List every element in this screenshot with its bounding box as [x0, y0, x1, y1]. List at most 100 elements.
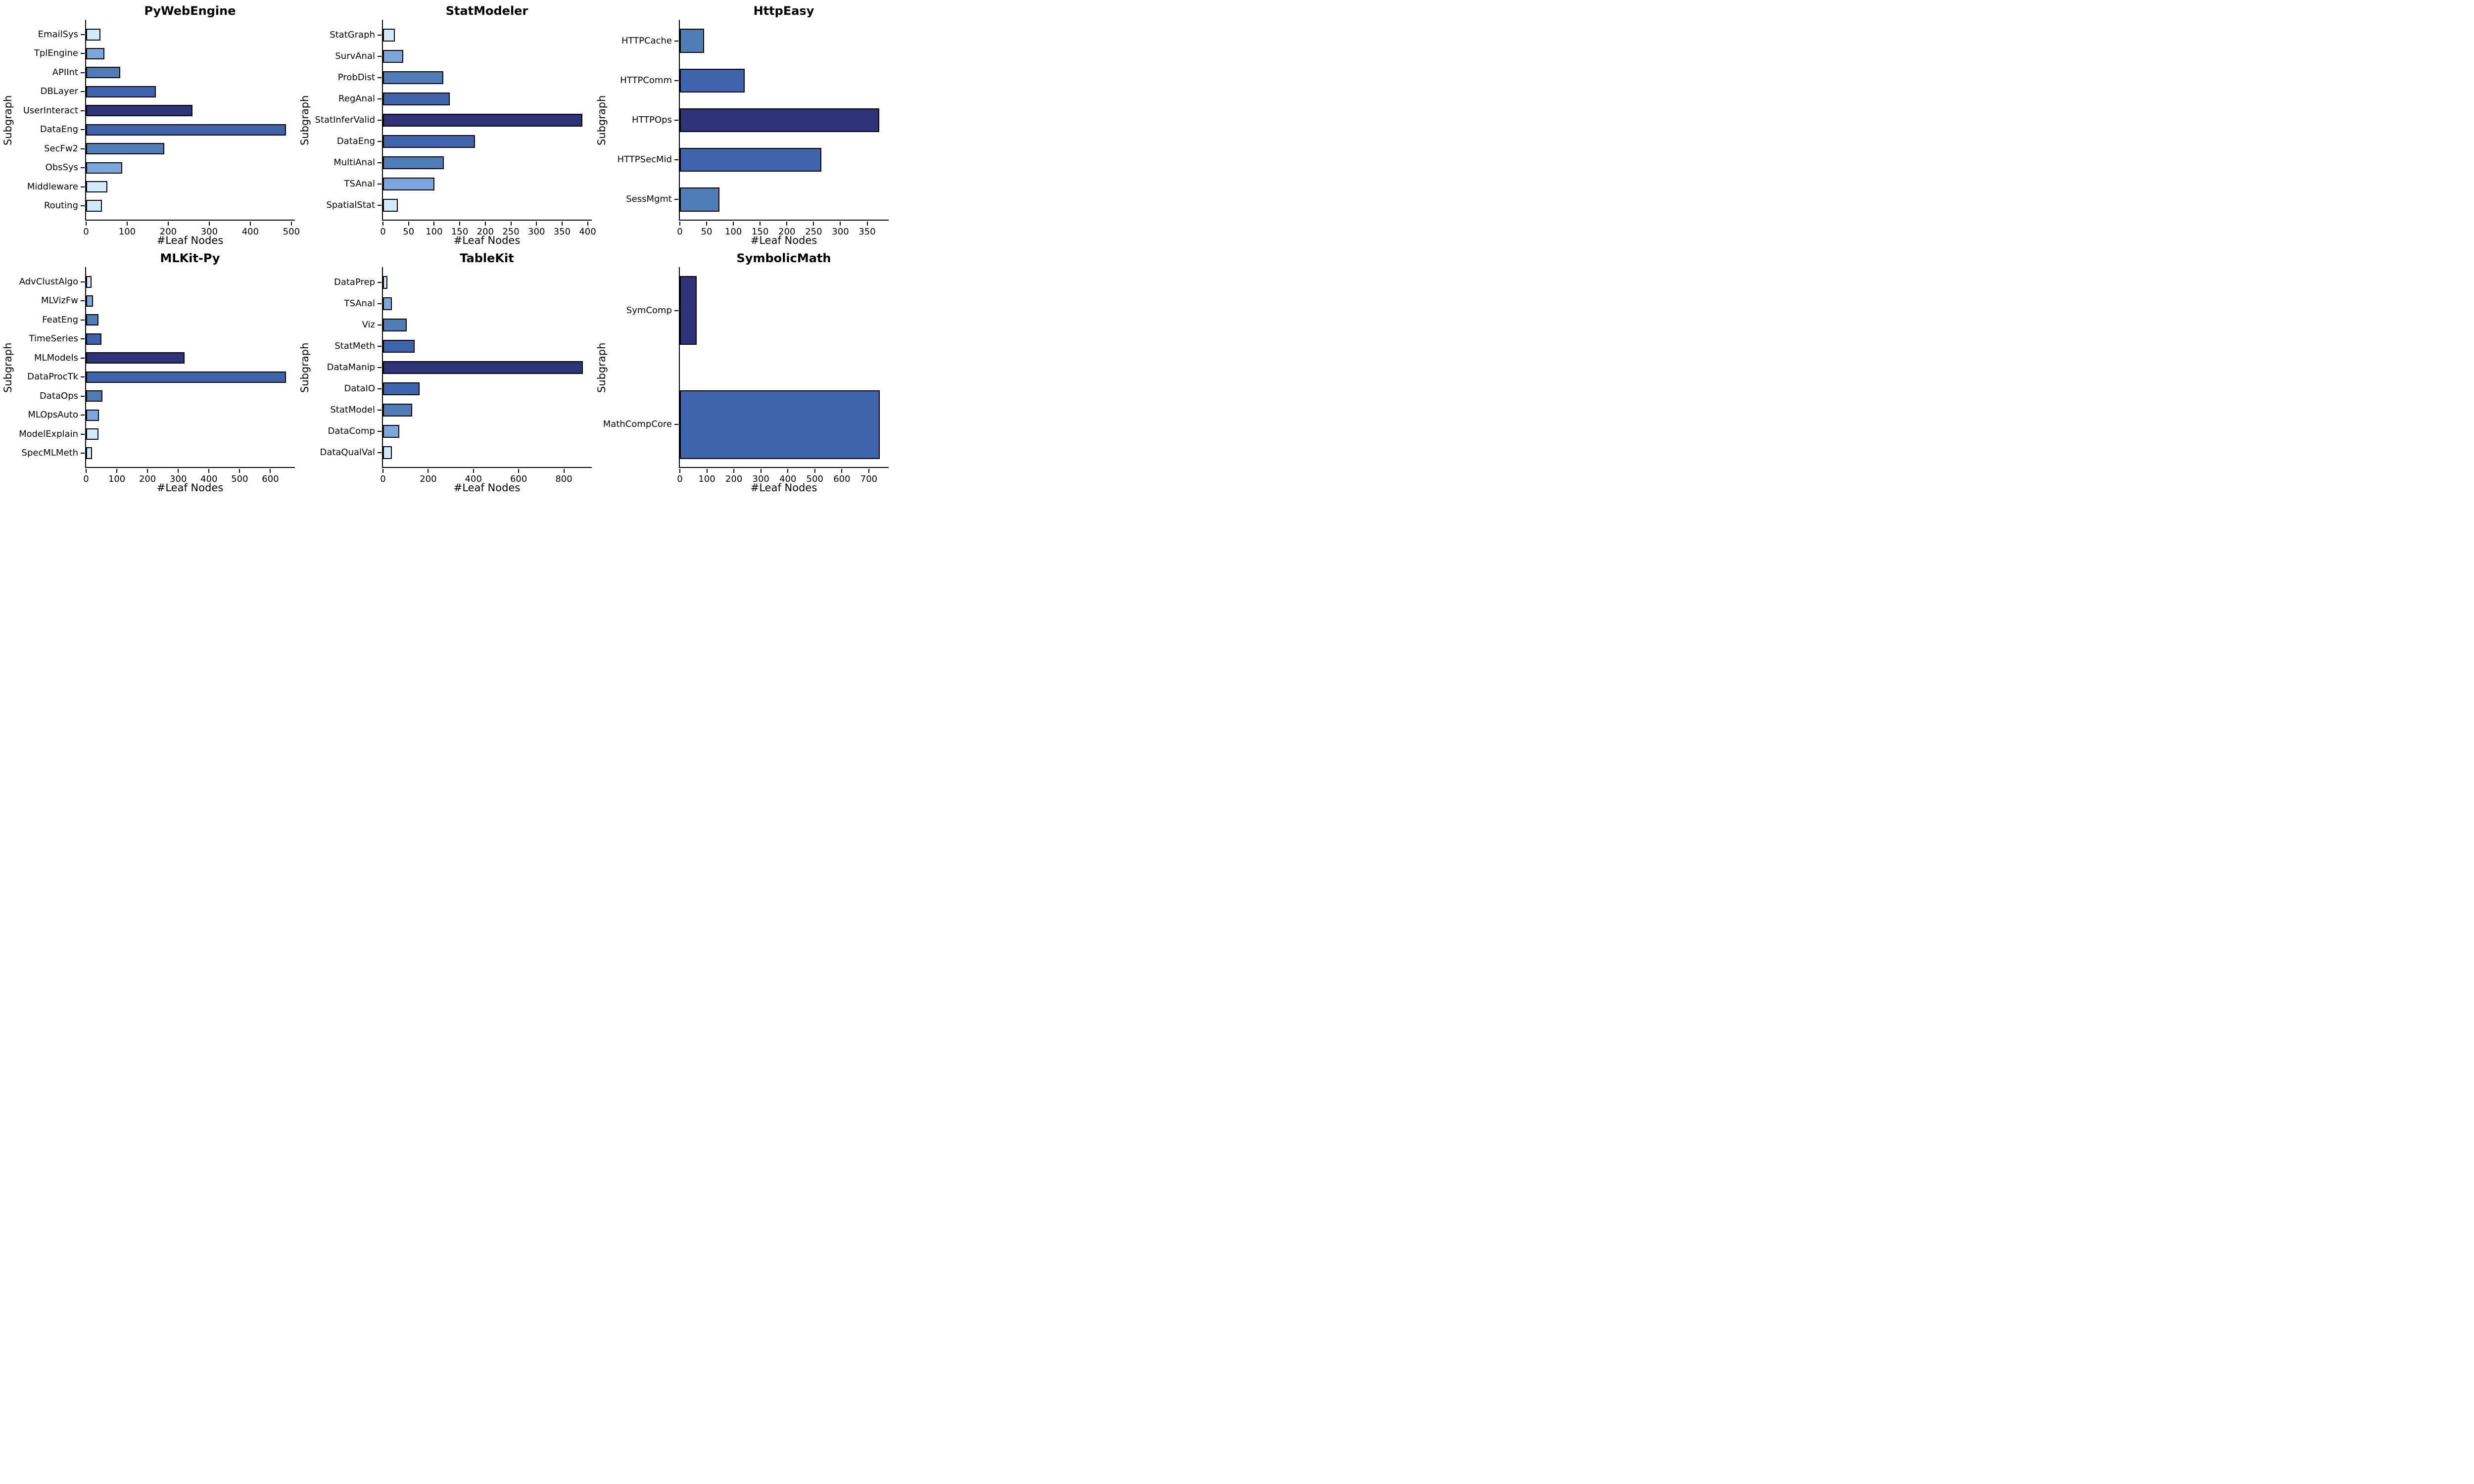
category-label: HTTPCache [621, 35, 672, 46]
plot-area [679, 20, 889, 221]
x-tick-label: 200 [420, 474, 437, 484]
x-tick [116, 469, 118, 473]
x-tick [208, 222, 210, 226]
x-tick-label: 350 [858, 227, 876, 237]
category-label: ProbDist [337, 72, 375, 83]
x-tick-label: 100 [724, 227, 742, 237]
x-tick-label: 400 [241, 227, 259, 237]
x-tick-label: 500 [283, 227, 300, 237]
x-tick [473, 469, 474, 473]
x-tick-label: 200 [778, 227, 796, 237]
x-tick [814, 469, 815, 473]
category-label: HTTPSecMid [617, 154, 672, 165]
bar-StatMeth [383, 340, 415, 353]
x-tick [433, 222, 435, 226]
category-label: DataEng [40, 124, 78, 135]
x-tick-label: 500 [806, 474, 824, 484]
category-tick [81, 53, 85, 54]
bar-Middleware [86, 181, 108, 193]
x-tick [167, 222, 169, 226]
x-tick-label: 400 [200, 474, 218, 484]
x-tick [208, 469, 210, 473]
bar-DataOps [86, 390, 102, 402]
x-tick-label: 300 [752, 474, 769, 484]
x-tick [706, 469, 708, 473]
bar-MLModels [86, 352, 185, 364]
x-tick-label: 0 [380, 227, 386, 237]
x-tick [86, 222, 87, 226]
bar-TimeSeries [86, 333, 102, 345]
x-tick [382, 222, 383, 226]
x-tick-label: 300 [170, 474, 187, 484]
x-tick [760, 222, 761, 226]
category-label: DataManip [327, 362, 375, 372]
category-label: StatMeth [334, 341, 375, 352]
x-tick-label: 600 [833, 474, 851, 484]
x-tick [841, 469, 843, 473]
x-tick-label: 600 [262, 474, 279, 484]
x-tick-label: 500 [231, 474, 248, 484]
category-tick [81, 433, 85, 435]
bar-DataEng [383, 135, 476, 148]
category-tick [81, 186, 85, 187]
x-tick-label: 0 [83, 474, 89, 484]
category-label: TimeSeries [29, 333, 78, 344]
category-label: MLVizFw [41, 295, 78, 306]
x-axis-label: #Leaf Nodes [453, 482, 521, 494]
x-tick [290, 222, 292, 226]
bar-DBLayer [86, 86, 156, 97]
category-label: AdvClustAlgo [19, 276, 78, 287]
category-tick [378, 183, 381, 185]
category-tick [378, 430, 381, 432]
x-tick [733, 222, 734, 226]
x-tick [270, 469, 271, 473]
category-tick [378, 77, 381, 79]
category-tick [81, 415, 85, 416]
category-tick [81, 148, 85, 149]
bar-HTTPCache [680, 29, 704, 53]
category-tick [378, 140, 381, 142]
y-axis-label: Subgraph [596, 342, 608, 393]
category-tick [378, 367, 381, 368]
chart-cell-tablekit: TableKit Subgraph #Leaf Nodes DataPrep TS… [297, 247, 594, 495]
category-label: MultiAnal [333, 157, 375, 168]
x-tick [868, 469, 869, 473]
bar-HTTPSecMid [680, 148, 821, 172]
x-tick [536, 222, 537, 226]
bar-SecFw2 [86, 143, 164, 155]
bar-StatInferValid [383, 114, 583, 127]
x-tick-label: 700 [860, 474, 878, 484]
chart-title: HttpEasy [753, 4, 814, 18]
category-tick [674, 80, 678, 81]
chart-title: TableKit [460, 251, 514, 265]
x-tick [813, 222, 814, 226]
x-tick [561, 222, 563, 226]
category-tick [674, 40, 678, 42]
x-tick-label: 150 [451, 227, 469, 237]
bar-Viz [383, 319, 407, 332]
category-label: TSAnal [344, 178, 375, 189]
x-tick-label: 400 [779, 474, 797, 484]
category-label: HTTPOps [631, 115, 672, 125]
category-tick [81, 129, 85, 131]
bar-MLVizFw [86, 295, 93, 307]
bar-DataComp [383, 424, 400, 438]
category-label: Viz [362, 320, 375, 330]
bar-ModelExplain [86, 428, 98, 440]
category-tick [81, 338, 85, 340]
bar-DataManip [383, 361, 583, 374]
x-axis-label: #Leaf Nodes [453, 234, 521, 246]
x-tick [787, 469, 789, 473]
x-tick-label: 600 [510, 474, 527, 484]
x-tick-label: 250 [502, 227, 520, 237]
x-tick [147, 469, 148, 473]
x-tick-label: 0 [380, 474, 386, 484]
category-label: Routing [44, 200, 78, 211]
category-label: SessMgmt [626, 194, 672, 205]
x-tick [408, 222, 409, 226]
x-tick-label: 0 [83, 227, 89, 237]
x-tick-label: 100 [118, 227, 136, 237]
category-label: DataPrep [333, 277, 375, 288]
chart-cell-statmodeler: StatModeler Subgraph #Leaf Nodes StatGra… [297, 0, 596, 247]
x-tick-label: 800 [555, 474, 572, 484]
